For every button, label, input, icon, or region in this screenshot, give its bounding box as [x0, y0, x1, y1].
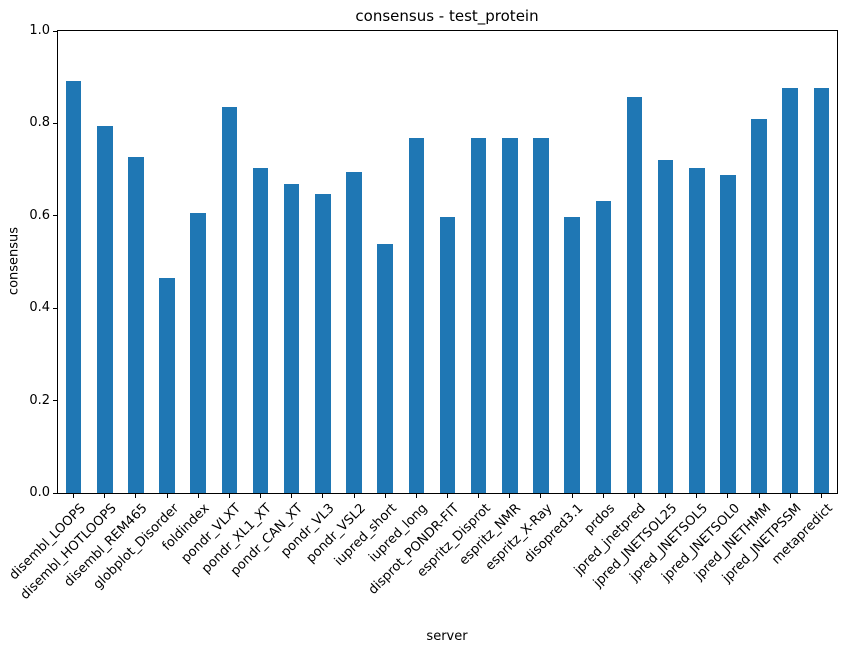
x-tick-mark [228, 494, 230, 498]
bar-disprot_PONDR-FIT [439, 217, 456, 493]
bar-iupred_short [377, 244, 393, 493]
x-tick-mark [696, 494, 698, 498]
x-tick-mark [789, 494, 791, 498]
bar-jpred_JNETSOL0 [720, 174, 736, 493]
x-tick-mark [602, 494, 604, 498]
y-tick-label: 0.0 [29, 485, 50, 500]
bar-foldindex [190, 212, 206, 493]
bar-jpred_JNETPSSM [782, 88, 799, 493]
x-tick-mark [166, 494, 168, 498]
x-tick-mark [291, 494, 293, 498]
bar-globplot_Disorder [159, 277, 175, 493]
x-tick-mark [353, 494, 355, 498]
bar-pondr_VLXT [221, 107, 238, 493]
bar-iupred_long [408, 137, 425, 493]
bar-prdos [595, 201, 612, 493]
y-tick-label: 0.2 [29, 392, 50, 408]
x-tick-mark [447, 494, 448, 498]
y-tick-mark [53, 30, 57, 32]
y-tick-label: 0.4 [29, 300, 50, 316]
bar-jpred_JNETSOL25 [657, 160, 674, 493]
bar-jpred_jnetpred [626, 96, 643, 493]
x-tick-mark [727, 494, 729, 498]
bar-espritz_Disprot [470, 137, 487, 493]
x-tick-mark [571, 494, 573, 498]
bar-espritz_NMR [502, 137, 518, 493]
x-tick-mark [820, 494, 822, 498]
bar-espritz_X-Ray [533, 137, 549, 493]
x-tick-mark [758, 494, 760, 498]
x-tick-mark [509, 494, 511, 498]
y-tick-mark [53, 122, 57, 124]
bar-disembl_HOTLOOPS [96, 125, 113, 493]
bar-jpred_JNETSOL5 [688, 168, 705, 493]
bar-jpred_JNETHMM [751, 119, 767, 493]
x-tick-mark [540, 494, 542, 498]
x-tick-mark [197, 494, 199, 498]
bar-pondr_XL1_XT [252, 168, 269, 493]
bar-metapredict [813, 88, 830, 493]
x-tick-mark [665, 494, 667, 498]
y-tick-mark [53, 400, 57, 402]
y-tick-label: 1.0 [29, 23, 50, 38]
bar-pondr_VSL2 [346, 172, 362, 493]
y-tick-label: 0.8 [29, 115, 50, 131]
x-tick-mark [478, 494, 480, 498]
bar-disopred3.1 [564, 217, 580, 493]
y-tick-mark [53, 307, 57, 309]
x-tick-mark [322, 494, 324, 498]
y-tick-mark [53, 492, 57, 494]
bar-pondr_VL3 [315, 194, 331, 493]
bar-pondr_CAN_XT [283, 183, 300, 493]
y-tick-label: 0.6 [29, 207, 50, 223]
x-tick-mark [415, 494, 417, 498]
chart-title: consensus - test_protein [355, 7, 539, 25]
x-tick-mark [73, 494, 75, 498]
y-axis-label: consensus [6, 226, 22, 296]
plot-area [57, 30, 838, 494]
y-tick-mark [53, 215, 57, 217]
x-axis-label: server [426, 629, 468, 644]
x-tick-mark [260, 494, 262, 498]
x-tick-mark [384, 494, 386, 498]
x-tick-mark [633, 494, 635, 498]
x-tick-mark [104, 494, 106, 498]
bar-disembl_LOOPS [65, 80, 82, 493]
bar-disembl_REM465 [128, 157, 144, 493]
x-tick-mark [135, 494, 137, 498]
